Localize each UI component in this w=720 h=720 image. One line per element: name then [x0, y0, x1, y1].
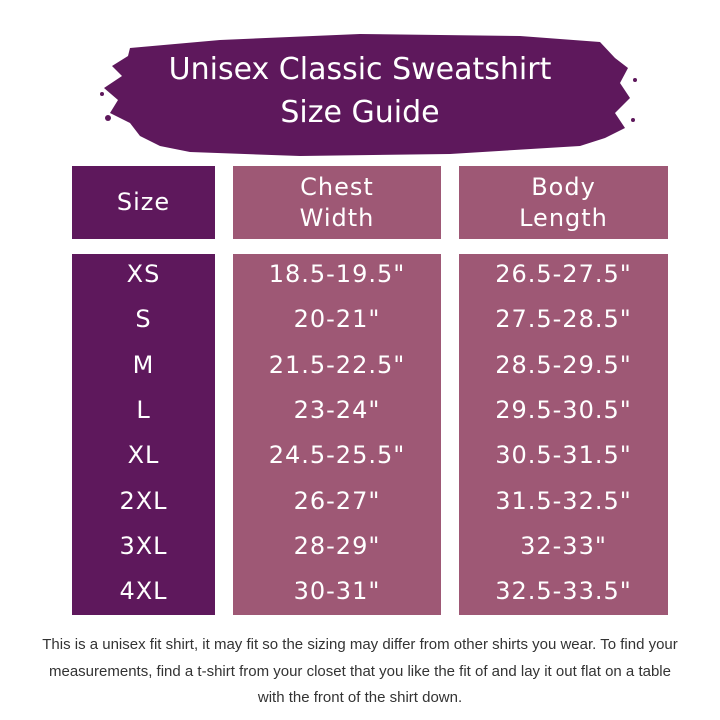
cell-length: 26.5-27.5": [495, 260, 632, 288]
cell-length: 32-33": [520, 531, 607, 560]
cell-chest: 24.5-25.5": [268, 441, 406, 470]
size-column: XS S M L XL 2XL 3XL 4XL: [72, 254, 215, 615]
cell-length: 32.5-33.5": [495, 577, 632, 606]
chest-width-column: 18.5-19.5" 20-21" 21.5-22.5" 23-24" 24.5-25.…: [233, 254, 441, 615]
cell-size: L: [136, 395, 151, 424]
header-size: Size: [72, 166, 215, 239]
header-chest-width-label: Chest Width: [299, 172, 375, 232]
cell-length: 31.5-32.5": [495, 486, 632, 515]
title-line-1: Unisex Classic Sweatshirt: [168, 52, 552, 87]
cell-chest: 26-27": [293, 486, 381, 515]
header-body-length: Body Length: [459, 166, 668, 239]
brush-stroke-banner: [100, 34, 637, 156]
cell-chest: 28-29": [293, 531, 381, 560]
cell-chest: 21.5-22.5": [268, 350, 406, 379]
cell-chest: 20-21": [293, 305, 381, 334]
cell-size: 3XL: [119, 531, 168, 560]
cell-length: 28.5-29.5": [495, 350, 632, 379]
header-body-length-label: Body Length: [519, 172, 608, 232]
cell-length: 27.5-28.5": [495, 305, 632, 334]
cell-size: 4XL: [119, 577, 168, 606]
cell-chest: 23-24": [293, 395, 381, 424]
title-line-2: Size Guide: [280, 95, 440, 130]
cell-size: S: [135, 305, 152, 334]
cell-chest: 30-31": [293, 577, 381, 606]
cell-size: 2XL: [119, 486, 168, 515]
header-chest-width: Chest Width: [233, 166, 441, 239]
cell-size: XL: [127, 441, 160, 470]
cell-chest: 18.5-19.5": [268, 260, 406, 288]
cell-size: M: [132, 350, 155, 379]
body-length-column: 26.5-27.5" 27.5-28.5" 28.5-29.5" 29.5-30.5"…: [459, 254, 668, 615]
cell-size: XS: [126, 260, 161, 288]
cell-length: 30.5-31.5": [495, 441, 632, 470]
cell-length: 29.5-30.5": [495, 395, 632, 424]
fit-note: This is a unisex fit shirt, it may fit s…: [42, 636, 678, 706]
